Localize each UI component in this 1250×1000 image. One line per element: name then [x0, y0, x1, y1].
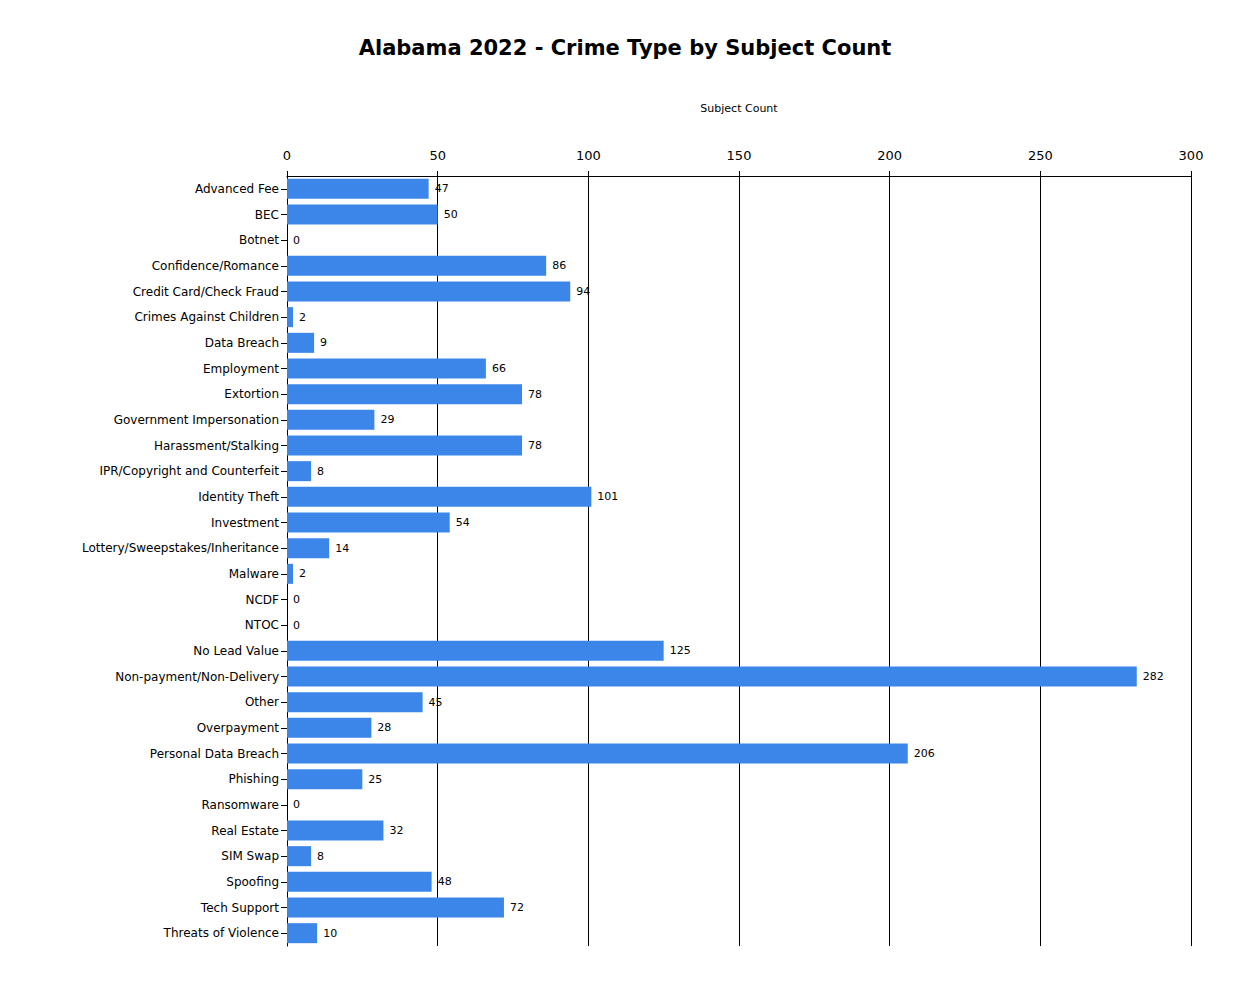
- svg-text:Other: Other: [245, 695, 279, 709]
- svg-text:66: 66: [492, 362, 506, 375]
- svg-text:0: 0: [293, 593, 300, 606]
- svg-text:IPR/Copyright and Counterfeit: IPR/Copyright and Counterfeit: [99, 464, 279, 478]
- svg-text:72: 72: [510, 901, 524, 914]
- svg-text:300: 300: [1179, 148, 1204, 163]
- svg-text:200: 200: [877, 148, 902, 163]
- svg-text:9: 9: [320, 336, 327, 349]
- svg-text:50: 50: [429, 148, 446, 163]
- svg-text:47: 47: [435, 182, 449, 195]
- svg-text:Confidence/Romance: Confidence/Romance: [152, 259, 279, 273]
- svg-text:Real Estate: Real Estate: [211, 824, 279, 838]
- svg-text:101: 101: [597, 490, 618, 503]
- svg-text:32: 32: [389, 824, 403, 837]
- svg-text:Ransomware: Ransomware: [201, 798, 279, 812]
- svg-text:Personal Data Breach: Personal Data Breach: [150, 747, 279, 761]
- svg-text:Extortion: Extortion: [224, 387, 279, 401]
- svg-text:10: 10: [323, 927, 337, 940]
- svg-text:Threats of Violence: Threats of Violence: [163, 926, 279, 940]
- svg-text:NTOC: NTOC: [245, 618, 279, 632]
- svg-text:0: 0: [283, 148, 291, 163]
- svg-text:Data Breach: Data Breach: [205, 336, 279, 350]
- svg-text:SIM Swap: SIM Swap: [221, 849, 279, 863]
- svg-text:Credit Card/Check Fraud: Credit Card/Check Fraud: [133, 285, 279, 299]
- svg-text:54: 54: [456, 516, 470, 529]
- svg-text:Investment: Investment: [211, 516, 279, 530]
- svg-text:Lottery/Sweepstakes/Inheritanc: Lottery/Sweepstakes/Inheritance: [82, 541, 279, 555]
- svg-text:29: 29: [380, 413, 394, 426]
- svg-text:78: 78: [528, 439, 542, 452]
- svg-text:0: 0: [293, 619, 300, 632]
- svg-text:45: 45: [429, 696, 443, 709]
- svg-text:Advanced Fee: Advanced Fee: [195, 182, 279, 196]
- svg-text:No Lead Value: No Lead Value: [193, 644, 279, 658]
- svg-text:14: 14: [335, 542, 349, 555]
- svg-text:BEC: BEC: [255, 208, 279, 222]
- svg-text:Spoofing: Spoofing: [226, 875, 279, 889]
- svg-text:Non-payment/Non-Delivery: Non-payment/Non-Delivery: [115, 670, 279, 684]
- svg-text:Government Impersonation: Government Impersonation: [114, 413, 279, 427]
- svg-text:2: 2: [299, 311, 306, 324]
- svg-text:Employment: Employment: [203, 362, 279, 376]
- svg-text:Subject Count: Subject Count: [700, 102, 778, 115]
- svg-text:0: 0: [293, 234, 300, 247]
- svg-text:Botnet: Botnet: [239, 233, 279, 247]
- svg-text:Tech Support: Tech Support: [200, 901, 279, 915]
- svg-text:250: 250: [1028, 148, 1053, 163]
- svg-text:150: 150: [727, 148, 752, 163]
- svg-text:48: 48: [438, 875, 452, 888]
- svg-text:8: 8: [317, 850, 324, 863]
- svg-text:2: 2: [299, 567, 306, 580]
- svg-text:Crimes Against Children: Crimes Against Children: [134, 310, 279, 324]
- svg-text:94: 94: [576, 285, 590, 298]
- svg-text:Overpayment: Overpayment: [197, 721, 280, 735]
- svg-text:86: 86: [552, 259, 566, 272]
- svg-text:50: 50: [444, 208, 458, 221]
- svg-text:NCDF: NCDF: [246, 593, 280, 607]
- svg-text:282: 282: [1143, 670, 1164, 683]
- svg-text:28: 28: [377, 721, 391, 734]
- svg-text:100: 100: [576, 148, 601, 163]
- svg-text:78: 78: [528, 388, 542, 401]
- svg-text:206: 206: [914, 747, 935, 760]
- svg-text:Malware: Malware: [229, 567, 279, 581]
- svg-text:Harassment/Stalking: Harassment/Stalking: [154, 439, 279, 453]
- svg-text:25: 25: [368, 773, 382, 786]
- svg-text:0: 0: [293, 798, 300, 811]
- svg-text:Alabama 2022 - Crime Type by S: Alabama 2022 - Crime Type by Subject Cou…: [359, 36, 892, 60]
- svg-text:8: 8: [317, 465, 324, 478]
- svg-text:Phishing: Phishing: [228, 772, 279, 786]
- svg-text:125: 125: [670, 644, 691, 657]
- svg-text:Identity Theft: Identity Theft: [198, 490, 279, 504]
